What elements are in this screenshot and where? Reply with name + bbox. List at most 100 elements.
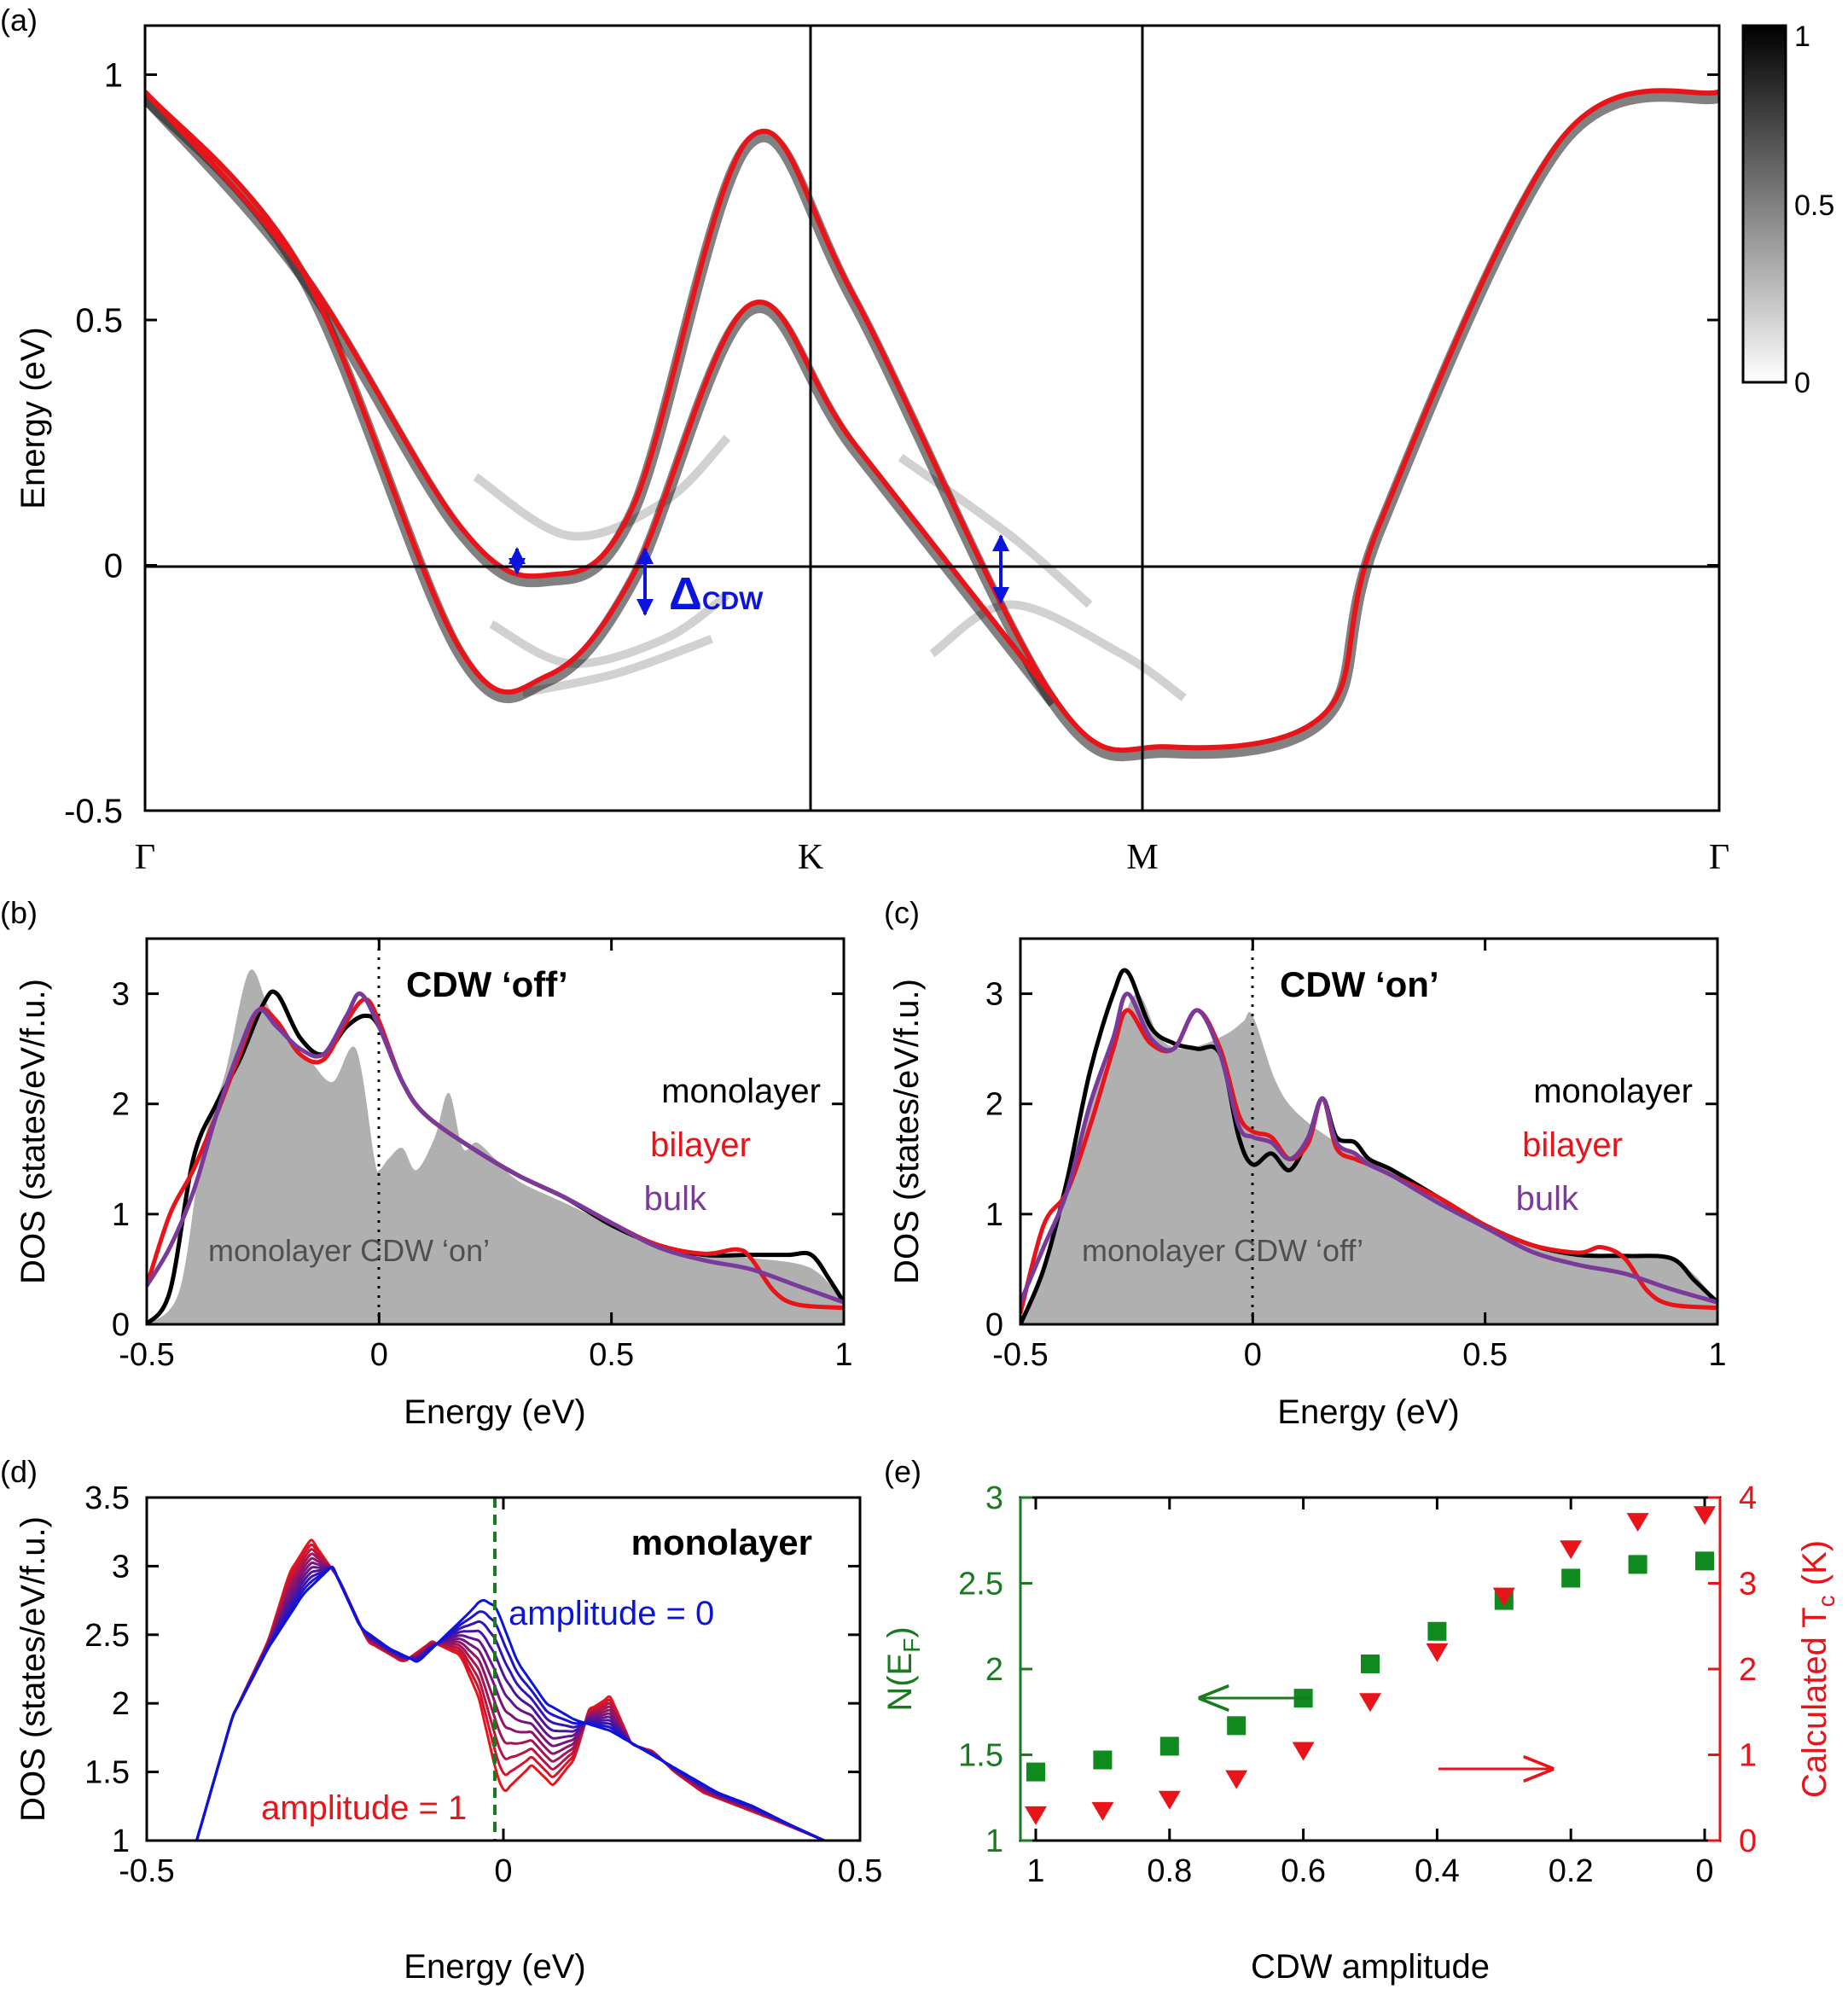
x-tick-label: -0.5	[119, 1853, 174, 1889]
amplitude-1-label: amplitude = 1	[261, 1789, 467, 1827]
folded-band-shadow	[489, 590, 730, 668]
folded-band-shadow	[473, 434, 731, 541]
legend-monolayer: monolayer	[1533, 1073, 1693, 1110]
colorbar	[1741, 24, 1787, 384]
x-tick-label: 0	[1695, 1853, 1713, 1889]
nef-point	[1093, 1750, 1113, 1770]
tc-point	[1560, 1540, 1583, 1560]
nef-point	[1361, 1654, 1380, 1673]
tc-point	[1626, 1513, 1649, 1533]
panel-e-ticks: 1 0.8 0.6 0.4 0.2 0 1 1.5 2 2.5 3 0 1 2 3 4	[958, 1480, 1757, 1889]
legend-bilayer: bilayer	[1522, 1126, 1623, 1164]
folded-band-shadow	[898, 453, 1093, 608]
x-tick-label: 0.5	[838, 1853, 883, 1889]
panel-a-ylabel: Energy (eV)	[15, 327, 52, 509]
panel-e-points	[1025, 1506, 1716, 1825]
dos-curve-bulk	[1020, 992, 1717, 1305]
nef-point	[1628, 1555, 1648, 1574]
panel-c-title: CDW ‘on’	[1280, 964, 1439, 1004]
amplitude-0-label: amplitude = 0	[508, 1595, 714, 1632]
x-tick-label: 0.8	[1147, 1853, 1192, 1889]
panel-e-nef-tc: (e) 1 0.8 0.6 0.4 0.2 0 1 1.5 2 2.5 3 0 1 2 3 4 CDW amp…	[881, 1454, 1839, 1986]
tc-point	[1359, 1693, 1381, 1713]
tc-point	[1225, 1770, 1248, 1789]
folded-band-shadow	[521, 635, 713, 697]
panel-a-y-ticks: -0.5 0 0.5 1	[64, 57, 1719, 830]
band-curve-2	[145, 90, 1056, 700]
y-tick-label-right: 4	[1739, 1480, 1757, 1516]
panel-c-label: (c)	[884, 895, 920, 930]
folded-band-shadow	[929, 600, 1187, 701]
kpoint-label-K: K	[798, 838, 823, 877]
panel-d-title: monolayer	[631, 1522, 812, 1562]
y-tick-label: 2	[985, 1087, 1003, 1123]
x-tick-label: 1	[1708, 1337, 1726, 1373]
y-tick-label-left: 1.5	[958, 1738, 1003, 1774]
panel-c-curves	[1020, 968, 1717, 1324]
y-tick-label-left: 2.5	[958, 1567, 1003, 1602]
shaded-reference-dos	[1020, 993, 1717, 1324]
spectral-band-shadow	[145, 92, 1059, 707]
y-tick-label: 0	[104, 548, 123, 585]
y-tick-label: 3.5	[84, 1480, 130, 1516]
panel-e-xlabel: CDW amplitude	[1251, 1948, 1490, 1986]
nef-point	[1026, 1762, 1045, 1782]
dos-curve-amplitude-0	[195, 1565, 825, 1841]
panel-a-label: (a)	[0, 3, 38, 38]
panel-e-ylabel-right: Calculated Tc (K)	[1796, 1540, 1839, 1798]
x-tick-label: 0.5	[589, 1337, 634, 1373]
y-tick-label-left: 1	[985, 1823, 1003, 1859]
panel-e-label: (e)	[884, 1454, 921, 1489]
panel-d-xlabel: Energy (eV)	[404, 1948, 585, 1986]
panel-b-curves	[147, 989, 844, 1324]
y-tick-label-right: 0	[1739, 1823, 1757, 1859]
y-tick-label: 3	[112, 1549, 130, 1585]
tc-point	[1694, 1506, 1716, 1526]
x-tick-label: 0	[370, 1337, 388, 1373]
y-tick-label: 2	[112, 1087, 130, 1123]
shaded-dos-area	[147, 969, 844, 1324]
shaded-dos-area	[1020, 993, 1717, 1324]
x-tick-label: 0.5	[1462, 1337, 1508, 1373]
tc-point	[1158, 1790, 1181, 1810]
band-curve-1	[145, 88, 1719, 753]
panel-d-label: (d)	[0, 1454, 38, 1489]
panel-b-xlabel: Energy (eV)	[404, 1393, 585, 1431]
spectral-band-shadow	[145, 90, 1719, 762]
tc-point	[1426, 1643, 1449, 1662]
legend-bilayer: bilayer	[650, 1126, 751, 1164]
panel-c-frame	[1019, 937, 1719, 1326]
panel-b-frame	[145, 937, 846, 1326]
y-tick-label-right: 1	[1739, 1738, 1757, 1774]
panel-d-ticks: -0.5 0 0.5 1 1.5 2 2.5 3 3.5	[84, 1480, 882, 1889]
shaded-label: monolayer CDW ‘on’	[208, 1233, 490, 1268]
panel-e-ylabel-left: N(EF)	[881, 1626, 925, 1711]
x-tick-label: 0.4	[1415, 1853, 1460, 1889]
y-tick-label-right: 2	[1739, 1652, 1757, 1688]
panel-b-label: (b)	[0, 895, 38, 930]
nef-point	[1561, 1568, 1581, 1588]
nef-point	[1159, 1736, 1179, 1756]
x-tick-label: 1	[834, 1337, 852, 1373]
panel-d-monolayer-amplitude: (d) -0.5 0 0.5 1 1.5 2 2.5 3 3.5 monolayer ampli…	[0, 1454, 882, 1986]
y-tick-label: 0.5	[75, 302, 123, 340]
panel-c-xlabel: Energy (eV)	[1277, 1393, 1459, 1431]
x-tick-label: -0.5	[119, 1337, 174, 1373]
y-tick-label: 1	[985, 1197, 1003, 1233]
spectral-function-shading	[145, 90, 1719, 762]
panel-a-frame	[143, 24, 1721, 812]
y-tick-label-right: 3	[1739, 1567, 1757, 1602]
x-tick-label: 1	[1026, 1853, 1044, 1889]
nef-point	[1427, 1621, 1447, 1641]
colorbar-tick-1: 1	[1794, 20, 1810, 53]
y-tick-label: 2	[112, 1686, 130, 1722]
tc-point	[1492, 1587, 1515, 1607]
x-tick-label: -0.5	[992, 1337, 1048, 1373]
delta-cdw-label: ΔCDW	[669, 568, 764, 619]
y-tick-label-left: 3	[985, 1480, 1003, 1516]
